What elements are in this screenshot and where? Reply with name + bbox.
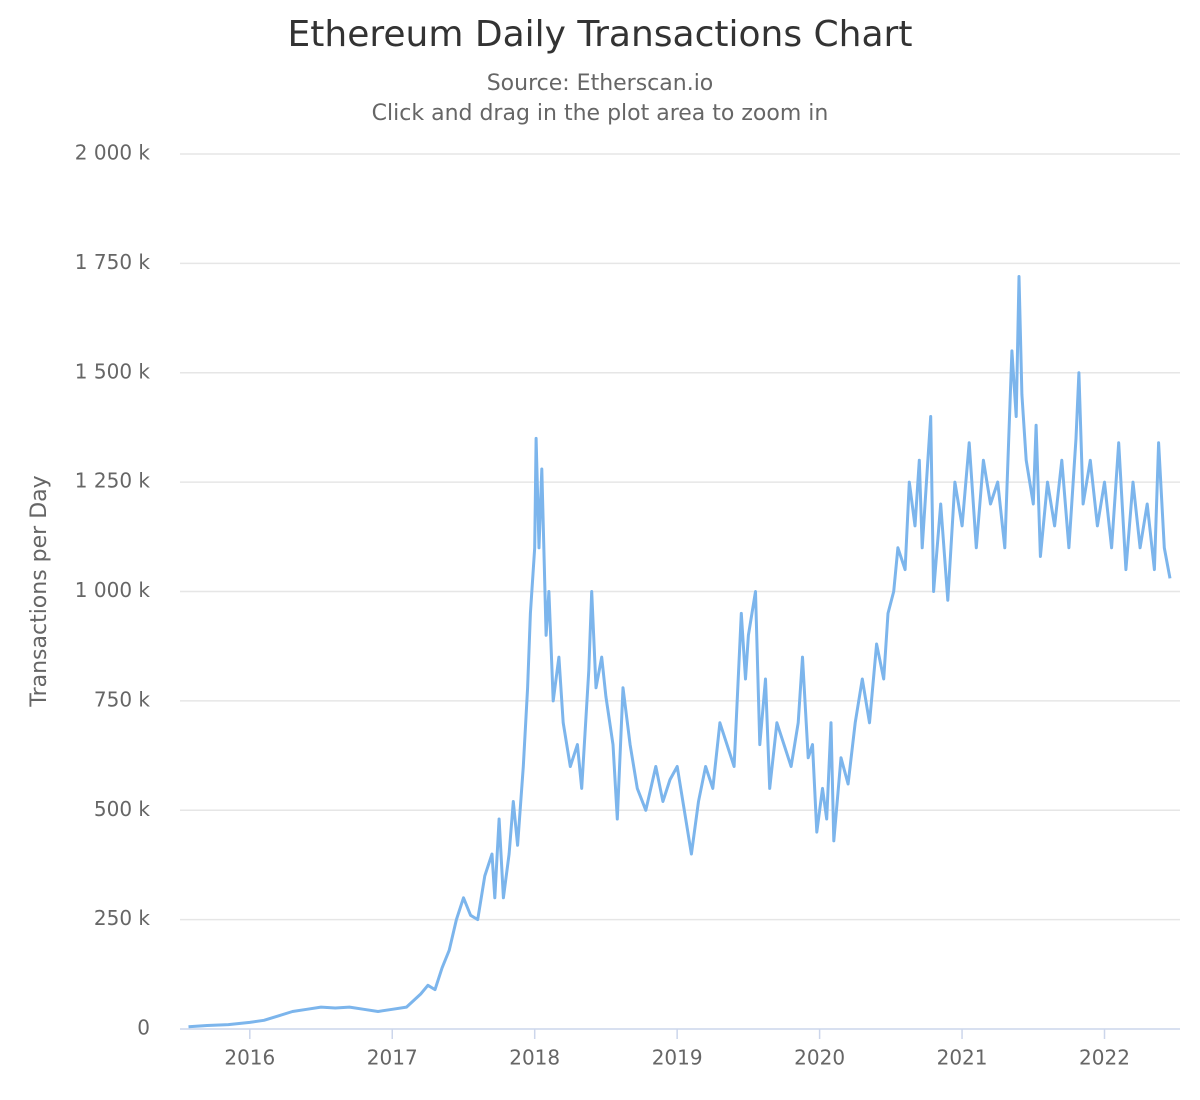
x-tick-label: 2019 — [652, 1046, 703, 1070]
y-tick-label: 2 000 k — [75, 141, 151, 165]
y-tick-label: 500 k — [94, 797, 151, 821]
x-tick-label: 2020 — [794, 1046, 845, 1070]
y-tick-label: 250 k — [94, 906, 151, 930]
y-tick-label: 750 k — [94, 687, 151, 711]
y-tick-label: 0 — [137, 1016, 150, 1040]
y-tick-label: 1 000 k — [75, 578, 151, 602]
x-tick-label: 2022 — [1079, 1046, 1130, 1070]
x-tick-label: 2016 — [224, 1046, 275, 1070]
chart-title: Ethereum Daily Transactions Chart — [288, 14, 913, 55]
y-tick-label: 1 250 k — [75, 469, 151, 493]
x-tick-label: 2017 — [367, 1046, 418, 1070]
subtitle: Click and drag in the plot area to zoom … — [372, 101, 829, 126]
x-tick-label: 2018 — [509, 1046, 560, 1070]
x-tick-label: 2021 — [937, 1046, 988, 1070]
series-line — [188, 275, 1172, 1029]
y-axis-title: Transactions per Day — [27, 475, 52, 707]
y-tick-label: 1 500 k — [75, 359, 151, 383]
y-tick-label: 1 750 k — [75, 250, 151, 274]
subtitle: Source: Etherscan.io — [487, 71, 714, 96]
